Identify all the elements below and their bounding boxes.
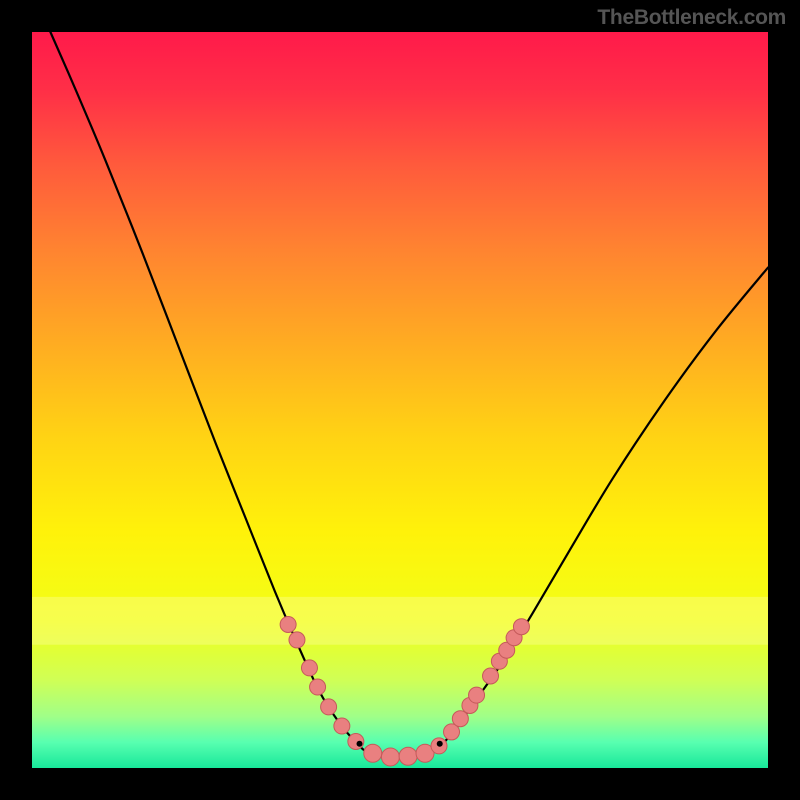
data-marker	[334, 718, 350, 734]
data-marker	[452, 711, 468, 727]
data-marker	[513, 619, 529, 635]
data-marker	[289, 632, 305, 648]
data-marker	[381, 748, 399, 766]
data-marker	[364, 744, 382, 762]
data-marker	[321, 699, 337, 715]
plot-background	[32, 32, 768, 768]
pale-band	[32, 597, 768, 645]
data-marker	[469, 687, 485, 703]
watermark-text: TheBottleneck.com	[597, 6, 786, 30]
anchor-dot	[437, 741, 443, 747]
data-marker	[310, 679, 326, 695]
bottleneck-curve-chart	[0, 0, 800, 800]
data-marker	[301, 660, 317, 676]
chart-container: TheBottleneck.com	[0, 0, 800, 800]
anchor-dot	[357, 741, 363, 747]
data-marker	[483, 668, 499, 684]
data-marker	[280, 616, 296, 632]
data-marker	[399, 747, 417, 765]
